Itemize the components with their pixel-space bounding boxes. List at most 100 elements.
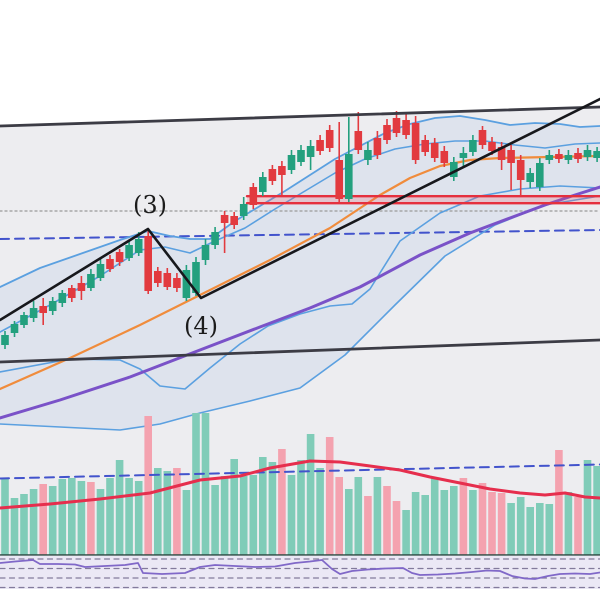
candle <box>325 125 334 152</box>
candle-body <box>354 131 363 150</box>
candle-body <box>373 138 382 155</box>
volume-bar <box>39 484 47 555</box>
volume-bar <box>450 486 458 555</box>
volume-bar <box>220 476 229 555</box>
candle <box>259 172 267 196</box>
volume-bar <box>536 503 544 555</box>
candle <box>163 268 172 290</box>
candle <box>68 285 76 302</box>
candle <box>173 273 181 292</box>
candle-body <box>115 252 124 262</box>
candle-body <box>411 123 420 160</box>
candle-body <box>182 270 191 298</box>
candle-body <box>335 160 343 199</box>
candle <box>96 259 105 281</box>
candle <box>593 147 600 162</box>
volume-bar <box>335 477 343 555</box>
volume-bar <box>459 478 468 555</box>
candle <box>239 197 248 220</box>
candle <box>106 255 114 272</box>
volume-bar <box>48 486 57 555</box>
candle <box>507 145 515 190</box>
volume-bar <box>440 490 449 555</box>
volume-bar <box>58 479 67 555</box>
candle <box>373 131 382 159</box>
candle-body <box>259 177 267 192</box>
bollinger-band-fill <box>0 116 600 430</box>
candle <box>545 150 554 164</box>
candle <box>154 267 162 287</box>
volume-bar <box>545 504 554 555</box>
volume-bar <box>106 478 114 555</box>
candle-body <box>154 271 162 283</box>
candle-body <box>459 153 468 158</box>
candle-body <box>249 187 258 205</box>
volume-bar <box>583 460 592 555</box>
candle-body <box>516 160 525 180</box>
candle-body <box>555 154 563 159</box>
volume-bar <box>211 485 219 555</box>
candle-body <box>211 232 219 245</box>
candle <box>450 157 458 181</box>
volume-bar <box>364 496 372 555</box>
candle-body <box>583 150 592 157</box>
elliott-wave-label-3: (3) <box>133 191 167 219</box>
volume-bar <box>497 493 506 555</box>
candle <box>564 150 573 164</box>
candle <box>526 168 534 188</box>
dashed-price-level <box>0 229 600 240</box>
volume-bar <box>478 483 487 555</box>
volume-bar <box>430 478 439 555</box>
volume-bar <box>68 478 76 555</box>
candle <box>115 249 124 266</box>
candle <box>411 116 420 164</box>
volume-bars-layer <box>1 413 600 555</box>
volume-bar <box>555 450 563 555</box>
volume-bar <box>144 416 152 555</box>
volume-bar <box>574 497 582 555</box>
candle <box>364 142 372 165</box>
oscillator-panel-background <box>0 555 600 589</box>
volume-bar <box>230 459 238 555</box>
candle <box>459 147 468 168</box>
candle-body <box>192 262 200 293</box>
candle-body <box>239 204 248 216</box>
volume-bar <box>201 413 210 555</box>
resistance-band <box>245 194 600 205</box>
candle-body <box>430 143 439 158</box>
volume-bar <box>345 489 353 555</box>
candle <box>478 126 487 149</box>
candle-body <box>220 215 229 223</box>
candle <box>182 265 191 301</box>
candle-body <box>96 264 105 278</box>
candlestick-layer <box>1 111 600 349</box>
candle <box>430 138 439 162</box>
purple-ma-line <box>0 185 600 420</box>
candle-body <box>163 273 172 287</box>
candle <box>335 122 343 202</box>
volume-bar <box>383 486 391 555</box>
volume-bar <box>402 510 410 555</box>
candle-body <box>173 278 181 288</box>
volume-bar <box>182 490 191 555</box>
candle <box>316 135 324 155</box>
volume-bar <box>125 478 133 555</box>
volume-bar <box>325 437 334 555</box>
candle-body <box>364 150 372 160</box>
candle-body <box>574 153 582 159</box>
volume-bar <box>469 490 477 555</box>
volume-bar <box>192 413 200 555</box>
candle <box>125 241 133 261</box>
candle-body <box>58 293 67 303</box>
volume-bar <box>239 476 248 555</box>
candle-body <box>325 130 334 148</box>
candle-body <box>1 335 9 345</box>
candle-body <box>297 150 305 162</box>
candle <box>516 155 525 196</box>
volume-bar <box>507 503 515 555</box>
candle <box>220 211 229 253</box>
candle-body <box>469 140 477 152</box>
candle <box>20 312 28 328</box>
candle <box>230 212 238 229</box>
